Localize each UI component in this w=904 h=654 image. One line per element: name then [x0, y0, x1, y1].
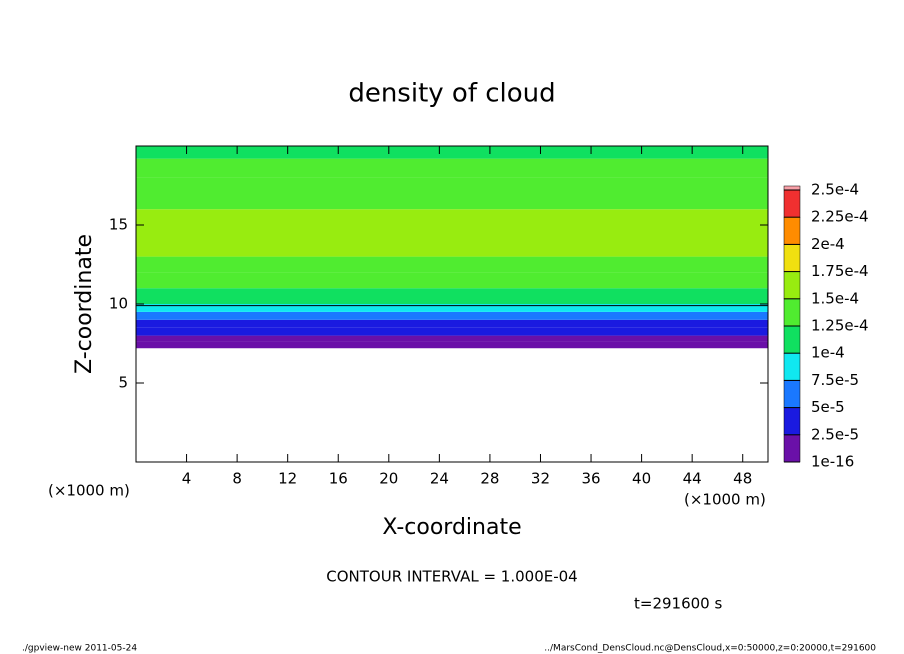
density-layer [136, 319, 768, 328]
x-tick-label: 24 [430, 470, 449, 488]
colorbar-box [783, 189, 801, 218]
colorbar-label: 2.5e-5 [811, 425, 859, 443]
x-tick-label: 40 [632, 470, 651, 488]
density-layer [136, 327, 768, 336]
x-tick-label: 28 [480, 470, 499, 488]
density-layer [136, 256, 768, 273]
time-label: t=291600 s [634, 595, 722, 613]
y-axis-label: Z-coordinate [72, 234, 97, 374]
density-layer [136, 288, 768, 304]
density-layer [136, 146, 768, 159]
colorbar-label: 2e-4 [811, 235, 845, 253]
density-layer [136, 304, 768, 312]
x-tick-label: 12 [278, 470, 297, 488]
density-layer [136, 177, 768, 210]
density-layer [136, 272, 768, 289]
colorbar-box [783, 352, 801, 381]
colorbar-label: 2.5e-4 [811, 181, 859, 199]
colorbar-box [783, 434, 801, 463]
x-tick-label: 16 [329, 470, 348, 488]
colorbar-box [783, 407, 801, 436]
x-unit-right: (×1000 m) [684, 491, 766, 509]
chart-title: density of cloud [348, 79, 555, 109]
y-tick-label: 5 [118, 374, 128, 392]
colorbar-label: 5e-5 [811, 398, 845, 416]
colorbar-box [783, 244, 801, 272]
x-tick-label: 48 [733, 470, 752, 488]
colorbar-label: 1e-16 [811, 453, 854, 471]
colorbar-box [783, 325, 801, 354]
colorbar-label: 1.25e-4 [811, 317, 869, 335]
colorbar-box [783, 298, 801, 327]
x-axis-label: X-coordinate [382, 515, 521, 540]
colorbar-box [783, 271, 801, 300]
footer-right: ../MarsCond_DensCloud.nc@DensCloud,x=0:5… [544, 644, 876, 654]
density-layer [136, 335, 768, 342]
x-tick-label: 20 [379, 470, 398, 488]
contour-interval: CONTOUR INTERVAL = 1.000E-04 [326, 568, 577, 586]
colorbar-box [783, 185, 801, 191]
colorbar-label: 1e-4 [811, 344, 845, 362]
density-layer [136, 311, 768, 320]
x-unit: (×1000 m) [48, 482, 130, 500]
colorbar-label: 1.5e-4 [811, 289, 859, 307]
colorbar-box [783, 380, 801, 408]
footer-left: ./gpview-new 2011-05-24 [22, 644, 137, 654]
x-tick-label: 36 [581, 470, 600, 488]
x-tick-label: 8 [232, 470, 242, 488]
x-tick-label: 44 [683, 470, 702, 488]
x-tick-label: 4 [182, 470, 192, 488]
colorbar-label: 1.75e-4 [811, 262, 869, 280]
y-tick-label: 15 [109, 216, 128, 234]
colorbar-box [783, 216, 801, 245]
y-tick-label: 10 [109, 295, 128, 313]
density-layer [136, 209, 768, 257]
density-layer [136, 158, 768, 178]
x-tick-label: 32 [531, 470, 550, 488]
density-layer [136, 341, 768, 349]
colorbar-label: 2.25e-4 [811, 208, 869, 226]
colorbar-label: 7.5e-5 [811, 371, 859, 389]
